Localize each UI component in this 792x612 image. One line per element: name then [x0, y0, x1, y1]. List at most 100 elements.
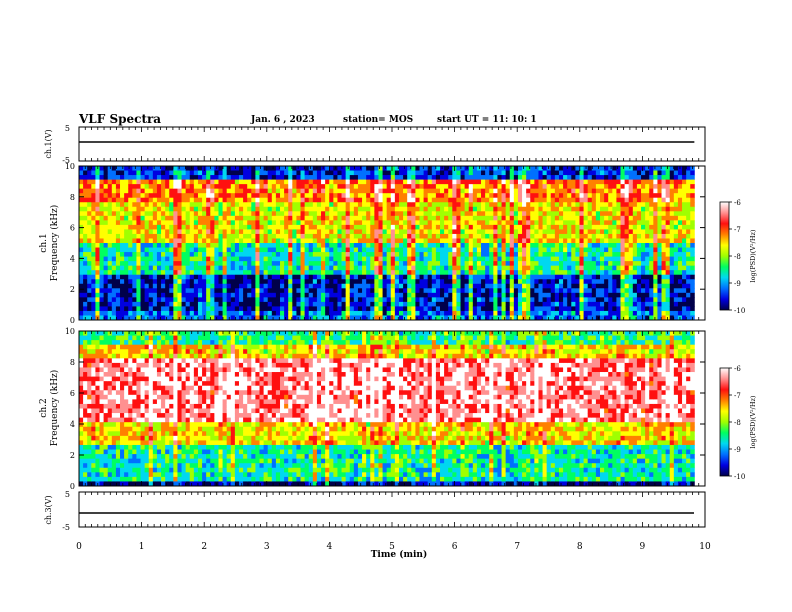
spectrogram-cell — [604, 229, 609, 235]
spectrogram-cell — [312, 211, 318, 217]
spectrogram-cell — [292, 274, 297, 280]
spectrogram-cell — [534, 310, 539, 316]
spectrogram-cell — [501, 184, 507, 190]
spectrogram-cell — [505, 247, 511, 253]
spectrogram-cell — [288, 261, 293, 267]
spectrogram-cell — [296, 301, 301, 307]
spectrogram-cell — [99, 310, 105, 316]
spectrogram-cell — [366, 206, 371, 212]
spectrogram-cell — [173, 166, 178, 171]
spectrogram-cell — [349, 265, 355, 271]
spectrogram-cell — [472, 288, 478, 294]
spectrogram-cell — [481, 265, 486, 271]
spectrogram-cell — [448, 220, 453, 226]
spectrogram-cell — [210, 188, 215, 194]
spectrogram-cell — [550, 170, 556, 176]
spectrogram-cell — [661, 274, 667, 280]
spectrogram-cell — [394, 301, 400, 307]
spectrogram-cell — [111, 206, 117, 212]
spectrogram-cell — [120, 247, 125, 253]
spectrogram-cell — [513, 206, 519, 212]
spectrogram-cell — [538, 252, 543, 257]
spectrogram-cell — [558, 270, 564, 276]
spectrogram-cell — [79, 215, 84, 221]
spectrogram-cell — [333, 283, 338, 289]
spectrogram-cell — [431, 315, 437, 321]
spectrogram-cell — [374, 188, 379, 194]
spectrogram-cell — [636, 211, 642, 217]
spectrogram-cell — [214, 288, 219, 294]
spectrogram-cell — [431, 274, 437, 280]
spectrogram-cell — [427, 301, 433, 307]
spectrogram-cell — [641, 224, 646, 230]
spectrogram-cell — [472, 166, 478, 171]
spectrogram-cell — [636, 193, 642, 199]
spectrogram-cell — [124, 270, 129, 276]
spectrogram-cell — [411, 310, 416, 316]
spectrogram-cell — [353, 197, 359, 203]
spectrogram-cell — [321, 188, 326, 194]
spectrogram-cell — [288, 166, 293, 171]
spectrogram-cell — [312, 270, 318, 276]
spectrogram-cell — [526, 274, 531, 280]
spectrogram-cell — [288, 238, 293, 244]
spectrogram-cell — [612, 238, 617, 244]
spectrogram-cell — [645, 256, 650, 262]
spectrogram-cell — [284, 247, 289, 253]
spectrogram-cell — [649, 247, 654, 253]
spectrogram-cell — [83, 184, 88, 190]
spectrogram-cell — [645, 306, 650, 312]
spectrogram-cell — [357, 184, 363, 190]
spectrogram-cell — [316, 261, 322, 267]
spectrogram-cell — [349, 206, 355, 212]
spectrogram-cell — [608, 175, 613, 180]
spectrogram-cell — [464, 283, 470, 289]
spectrogram-cell — [653, 279, 658, 285]
spectrogram-cell — [616, 238, 621, 244]
spectrogram-cell — [95, 301, 100, 307]
spectrogram-cell — [226, 297, 232, 303]
spectrogram-cell — [665, 243, 671, 248]
spectrogram-cell — [189, 297, 195, 303]
spectrogram-cell — [316, 279, 322, 285]
spectrogram-cell — [144, 211, 150, 217]
spectrogram-cell — [99, 197, 105, 203]
spectrogram-cell — [513, 233, 519, 239]
spectrogram-cell — [513, 292, 519, 298]
spectrogram-cell — [234, 188, 240, 194]
spectrogram-cell — [156, 310, 162, 316]
spectrogram-cell — [169, 265, 174, 271]
spectrogram-cell — [620, 238, 626, 244]
spectrogram-cell — [624, 175, 630, 180]
spectrogram-cell — [304, 166, 310, 171]
spectrogram-cell — [653, 215, 658, 221]
spectrogram-cell — [333, 310, 338, 316]
spectrogram-cell — [431, 179, 437, 185]
spectrogram-cell — [530, 175, 535, 180]
spectrogram-cell — [641, 306, 646, 312]
spectrogram-cell — [107, 238, 113, 244]
spectrogram-cell — [161, 261, 166, 267]
spectrogram-cell — [378, 179, 383, 185]
spectrogram-cell — [95, 274, 100, 280]
spectrogram-cell — [120, 243, 125, 248]
spectrogram-cell — [321, 261, 326, 267]
spectrogram-cell — [341, 166, 347, 171]
spectrogram-cell — [522, 265, 527, 271]
spectrogram-cell — [177, 247, 182, 253]
spectrogram-cell — [472, 274, 478, 280]
spectrogram-cell — [357, 306, 363, 312]
spectrogram-cell — [616, 274, 621, 280]
spectrogram-cell — [161, 306, 166, 312]
spectrogram-cell — [472, 279, 478, 285]
spectrogram-cell — [120, 175, 125, 180]
spectrogram-cell — [251, 215, 256, 221]
spectrogram-cell — [501, 233, 507, 239]
spectrogram-cell — [124, 238, 129, 244]
spectrogram-cell — [657, 197, 662, 203]
spectrogram-cell — [111, 306, 117, 312]
spectrogram-cell — [673, 179, 679, 185]
spectrogram-cell — [534, 270, 539, 276]
spectrogram-cell — [99, 202, 105, 208]
spectrogram-cell — [308, 301, 314, 307]
